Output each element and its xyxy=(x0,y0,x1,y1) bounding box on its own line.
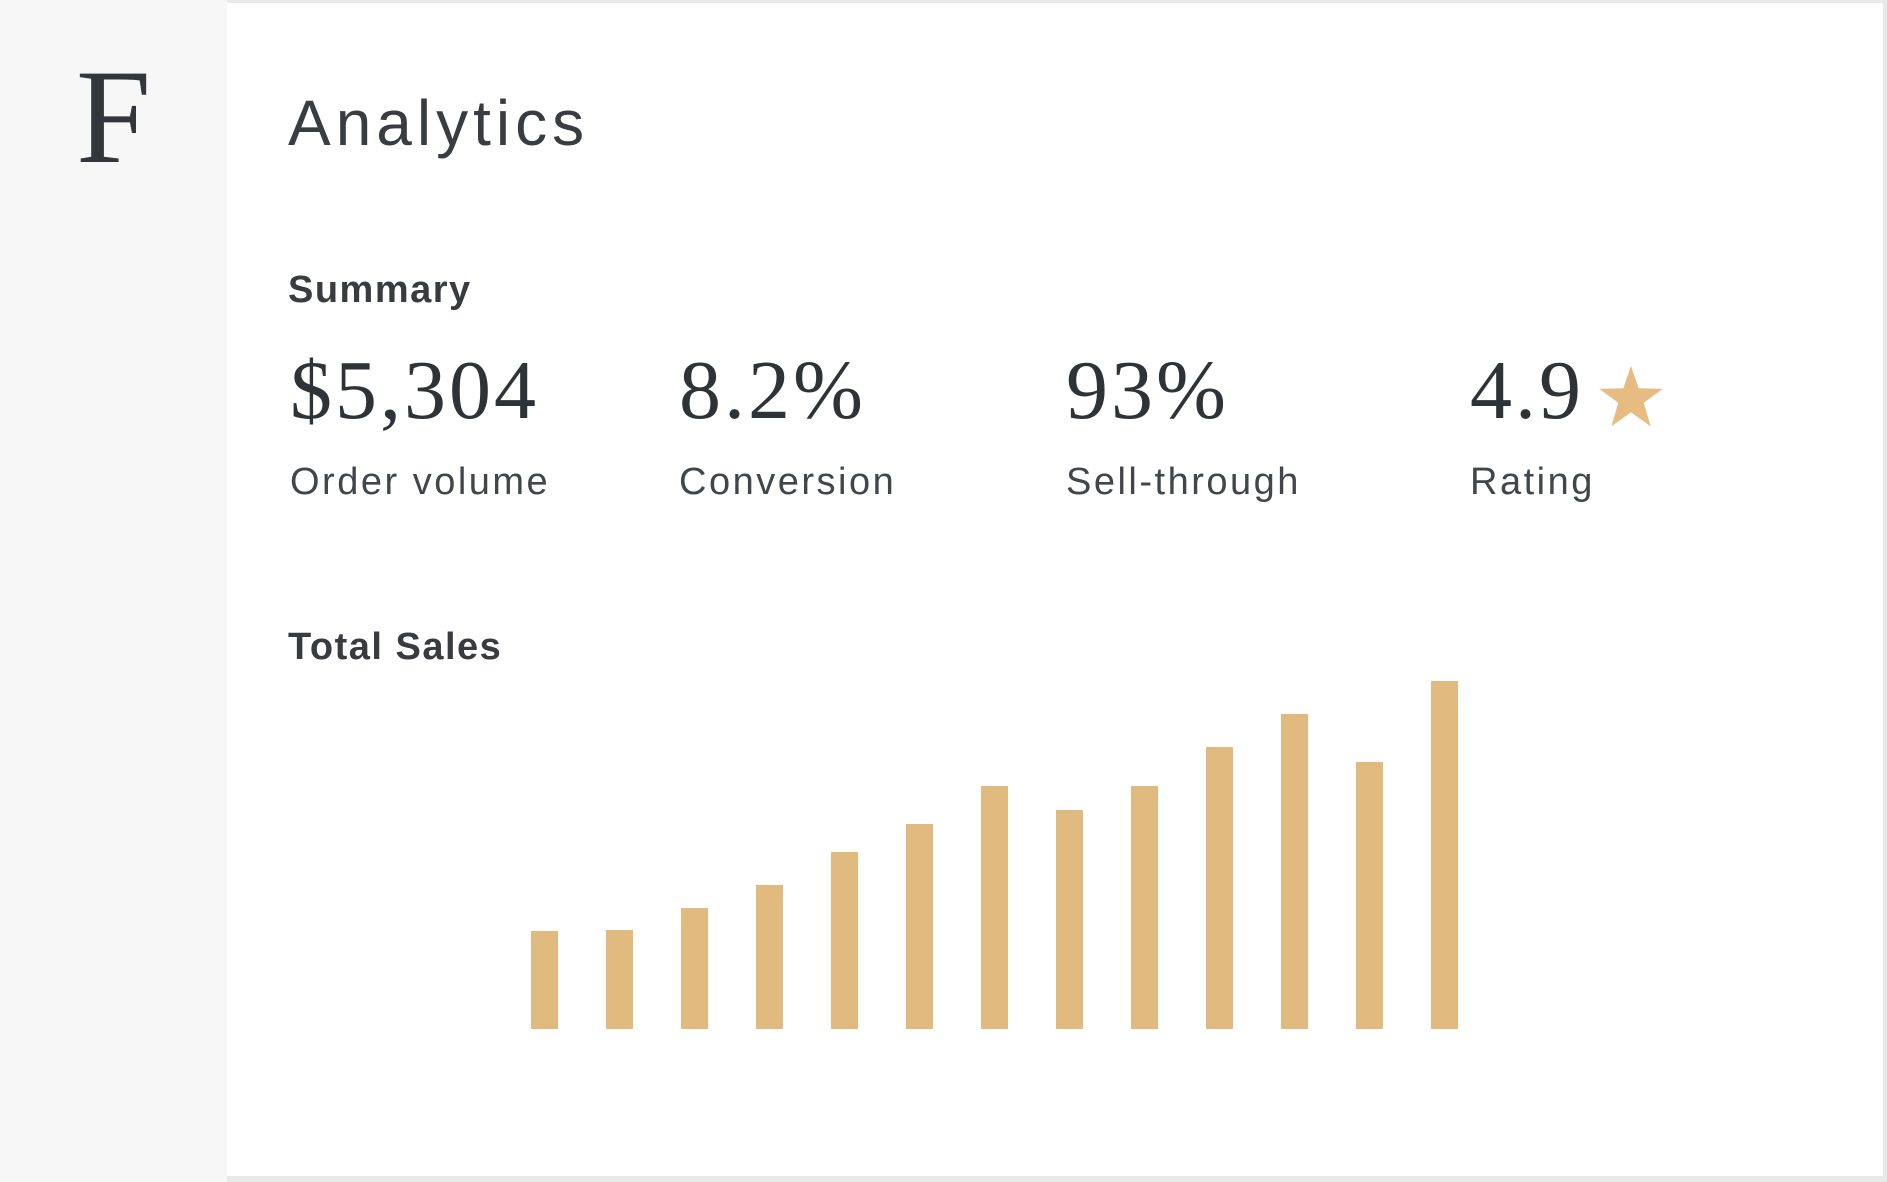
rating-value: 4.9 xyxy=(1470,344,1584,437)
total-sales-bar-7 xyxy=(981,786,1008,1029)
total-sales-bar-13 xyxy=(1431,681,1458,1029)
metric-sell-through: 93% Sell-through xyxy=(1066,349,1470,506)
total-sales-bar-6 xyxy=(906,824,933,1029)
star-shape xyxy=(1599,365,1663,426)
summary-metrics: $5,304 Order volume 8.2% Conversion 93% … xyxy=(290,349,1663,506)
order-volume-label: Order volume xyxy=(290,461,551,503)
metric-order-volume: $5,304 Order volume xyxy=(290,349,679,506)
total-sales-bar-3 xyxy=(681,908,708,1029)
conversion-label: Conversion xyxy=(679,461,897,503)
total-sales-heading: Total Sales xyxy=(288,626,503,668)
analytics-panel: Analytics Summary $5,304 Order volume 8.… xyxy=(227,3,1883,1176)
total-sales-bar-2 xyxy=(606,930,633,1029)
total-sales-bar-1 xyxy=(531,931,558,1029)
page-title: Analytics xyxy=(288,87,590,159)
total-sales-bar-9 xyxy=(1131,786,1158,1029)
metric-rating: 4.9 Rating xyxy=(1470,349,1663,506)
total-sales-bar-4 xyxy=(756,885,783,1029)
sell-through-value: 93% xyxy=(1066,344,1229,437)
rating-label: Rating xyxy=(1470,461,1595,503)
total-sales-bar-5 xyxy=(831,852,858,1029)
summary-heading: Summary xyxy=(288,269,472,311)
total-sales-bar-8 xyxy=(1056,810,1083,1029)
total-sales-chart xyxy=(531,681,1458,1029)
total-sales-bar-11 xyxy=(1281,714,1308,1029)
conversion-value: 8.2% xyxy=(679,344,866,437)
total-sales-bar-10 xyxy=(1206,747,1233,1029)
sidebar: F xyxy=(0,0,227,1182)
metric-conversion: 8.2% Conversion xyxy=(679,349,1066,506)
sell-through-label: Sell-through xyxy=(1066,461,1301,503)
brand-logo[interactable]: F xyxy=(75,43,152,192)
order-volume-value: $5,304 xyxy=(290,344,539,437)
star-icon xyxy=(1599,365,1663,426)
total-sales-bar-12 xyxy=(1356,762,1383,1029)
